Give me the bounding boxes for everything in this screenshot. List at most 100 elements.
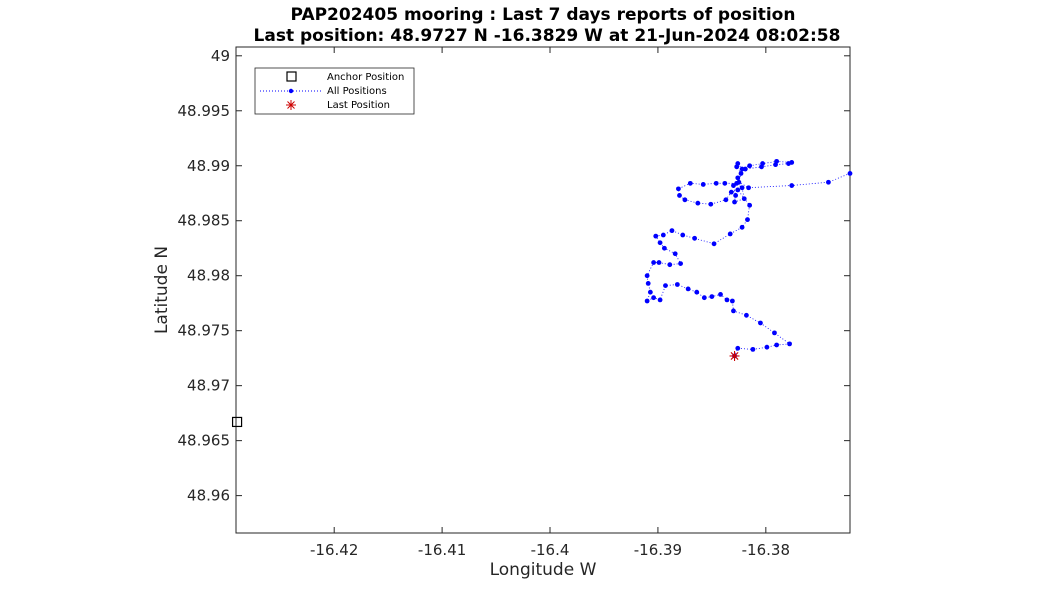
position-point [674,282,680,287]
y-tick-label: 48.96 [187,487,230,505]
position-point [692,235,698,241]
position-point [678,261,683,267]
position-point [667,262,673,268]
last-position-marker [729,350,740,361]
position-point [739,224,745,230]
position-point [644,298,650,304]
position-point [735,175,741,181]
position-point [709,294,715,299]
data-marks [231,158,853,428]
position-point [724,297,730,303]
position-point [722,180,728,186]
y-axis-label: Latitude N [152,246,172,334]
chart-subtitle: Last position: 48.9727 N -16.3829 W at 2… [254,26,841,46]
position-point [694,289,700,295]
position-point [735,161,741,166]
position-point [774,342,780,348]
position-point [738,171,744,176]
position-point [742,166,748,172]
position-point [758,320,763,326]
position-point [657,297,663,303]
axis-ticks: -16.42 -16.41 -16.4 -16.39 -16.38 48.96 48.965… [178,47,850,559]
position-point [661,245,667,251]
position-point [741,196,747,202]
position-point [700,182,706,187]
position-point [645,281,651,286]
y-tick-label: 48.97 [187,377,230,395]
position-point [644,273,650,279]
position-point [826,179,831,185]
position-point [651,295,657,301]
legend-label-last: Last Position [327,100,390,111]
x-tick-label: -16.39 [634,541,682,559]
legend-label-anchor: Anchor Position [327,72,404,83]
y-tick-label: 48.995 [178,102,231,120]
position-point [772,330,777,336]
position-point [764,344,770,350]
legend-label-all: All Positions [327,86,387,97]
position-point [718,291,723,297]
position-point [734,180,740,186]
position-point [647,289,653,295]
position-point [747,163,753,169]
position-point [733,193,739,198]
legend-square-icon [286,71,297,82]
position-point [787,341,792,347]
position-point [713,180,719,186]
position-point [660,232,666,238]
position-point [735,345,741,351]
position-point [735,187,741,193]
position-point [695,200,701,206]
y-tick-label: 49 [211,47,230,65]
anchor-position-marker [231,416,243,428]
legend-asterisk-icon [286,100,296,110]
y-tick-label: 48.99 [187,157,230,175]
position-point [847,171,853,176]
legend-dot-icon [288,88,294,94]
position-point [723,197,729,203]
position-point [745,217,750,223]
position-point [711,241,717,247]
y-tick-label: 48.965 [178,432,231,450]
position-point [680,232,686,238]
position-point [773,162,778,168]
plot-area [235,46,851,534]
x-axis-label: Longitude W [490,560,597,580]
x-tick-label: -16.38 [742,541,790,559]
position-point [729,298,735,304]
position-point [657,240,663,246]
position-point [677,193,682,198]
position-point [727,231,733,237]
position-point [728,189,734,195]
position-point [651,260,657,265]
y-tick-label: 48.975 [178,322,231,340]
position-point [732,199,737,205]
x-tick-label: -16.42 [310,541,358,559]
position-point [759,164,764,170]
position-point [786,161,791,166]
position-point [663,283,668,289]
position-point [682,197,688,203]
position-point [746,185,751,191]
position-point [744,312,749,318]
position-point [653,233,659,239]
position-point [731,308,736,314]
x-tick-label: -16.4 [531,541,570,559]
position-point [750,346,756,352]
position-point [708,201,714,207]
position-point [701,295,707,301]
position-point [676,186,681,192]
x-tick-label: -16.41 [418,541,466,559]
position-point [789,183,795,188]
position-point [672,251,678,257]
y-tick-label: 48.98 [187,267,230,285]
y-tick-label: 48.985 [178,212,231,230]
position-point [739,185,745,191]
legend: Anchor Position All Positions Last Posit… [254,67,415,115]
chart-title: PAP202405 mooring : Last 7 days reports … [291,5,796,25]
position-point [687,180,693,186]
position-point [747,202,753,208]
position-point [669,228,675,234]
axes-box [235,46,851,534]
